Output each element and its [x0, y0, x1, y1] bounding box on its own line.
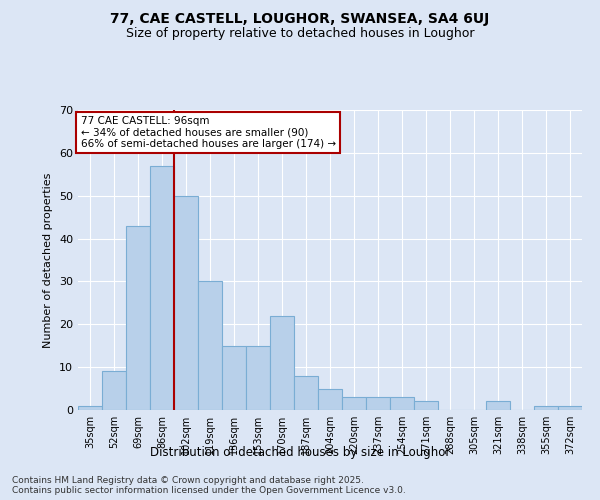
Text: Contains HM Land Registry data © Crown copyright and database right 2025.
Contai: Contains HM Land Registry data © Crown c… — [12, 476, 406, 495]
Bar — [534, 406, 558, 410]
Bar — [174, 196, 198, 410]
Y-axis label: Number of detached properties: Number of detached properties — [43, 172, 53, 348]
Bar — [270, 316, 294, 410]
Bar — [366, 397, 390, 410]
Bar — [414, 402, 438, 410]
Bar — [294, 376, 318, 410]
Bar — [390, 397, 414, 410]
Bar — [198, 282, 222, 410]
Bar — [150, 166, 174, 410]
Text: 77, CAE CASTELL, LOUGHOR, SWANSEA, SA4 6UJ: 77, CAE CASTELL, LOUGHOR, SWANSEA, SA4 6… — [110, 12, 490, 26]
Bar — [342, 397, 366, 410]
Bar — [318, 388, 342, 410]
Bar — [222, 346, 246, 410]
Text: Distribution of detached houses by size in Loughor: Distribution of detached houses by size … — [150, 446, 450, 459]
Bar — [486, 402, 510, 410]
Bar — [78, 406, 102, 410]
Text: 77 CAE CASTELL: 96sqm
← 34% of detached houses are smaller (90)
66% of semi-deta: 77 CAE CASTELL: 96sqm ← 34% of detached … — [80, 116, 335, 149]
Bar — [246, 346, 270, 410]
Bar — [558, 406, 582, 410]
Bar — [126, 226, 150, 410]
Text: Size of property relative to detached houses in Loughor: Size of property relative to detached ho… — [126, 28, 474, 40]
Bar — [102, 372, 126, 410]
